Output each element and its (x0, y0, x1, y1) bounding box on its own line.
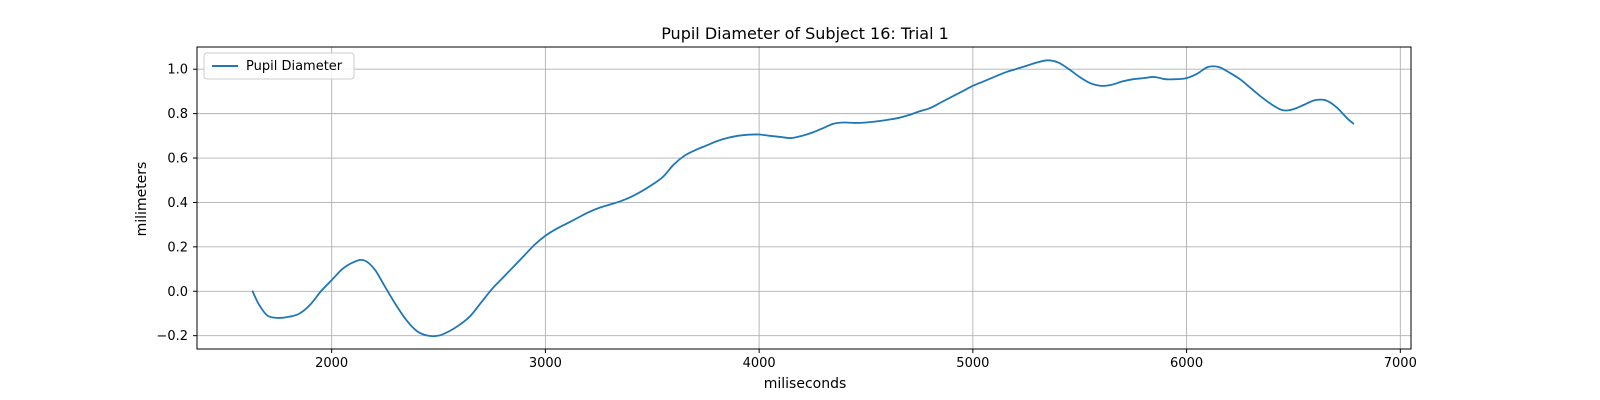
y-tick-label: −0.2 (156, 329, 188, 344)
chart-title: Pupil Diameter of Subject 16: Trial 1 (661, 24, 949, 43)
x-axis-ticks: 2000 3000 4000 5000 6000 7000 (315, 349, 1417, 371)
y-tick-label: 0.0 (167, 285, 188, 300)
legend-box (203, 52, 355, 80)
y-tick-label: 0.8 (167, 107, 188, 122)
x-tick-label: 5000 (956, 356, 989, 371)
y-axis-label: milimeters (134, 162, 150, 237)
series-group (251, 59, 1355, 338)
x-tick-label: 2000 (315, 356, 348, 371)
plot-frame (196, 46, 1412, 350)
legend-entry-label: Pupil Diameter (246, 59, 343, 74)
y-tick-label: 0.4 (167, 196, 188, 211)
x-tick-label: 4000 (743, 356, 776, 371)
x-tick-label: 3000 (529, 356, 562, 371)
y-tick-label: 0.6 (167, 152, 188, 167)
y-tick-label: 1.0 (167, 63, 188, 78)
x-tick-label: 6000 (1170, 356, 1203, 371)
legend: Pupil Diameter (203, 52, 355, 80)
grid-lines (197, 47, 1411, 349)
x-axis-label: miliseconds (764, 376, 847, 392)
y-axis-ticks: −0.2 0.0 0.2 0.4 0.6 0.8 1.0 (156, 63, 197, 344)
x-tick-label: 7000 (1384, 356, 1417, 371)
y-tick-label: 0.2 (167, 240, 188, 255)
series-line-pupil-diameter (251, 59, 1355, 338)
